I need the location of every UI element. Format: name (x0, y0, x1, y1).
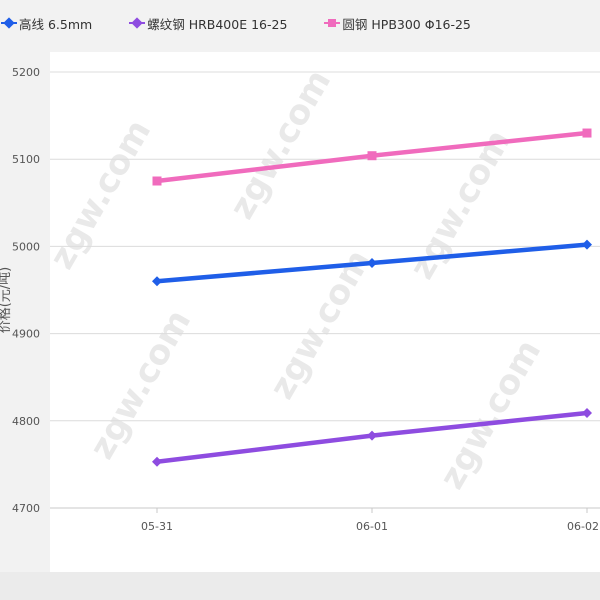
series-layer (152, 128, 592, 467)
y-axis-label: 价格(元/吨) (0, 267, 13, 334)
watermark-text: zgw.com (432, 333, 549, 496)
legend: 高线 6.5mm 螺纹钢 HRB400E 16-25 圆钢 HPB300 Φ16… (1, 12, 511, 34)
data-point[interactable] (582, 128, 592, 138)
watermark-text: zgw.com (82, 303, 199, 466)
y-tick-label: 5200 (12, 66, 40, 79)
series-1 (152, 407, 592, 467)
data-point[interactable] (367, 151, 377, 161)
data-point[interactable] (367, 257, 377, 268)
series-0 (152, 239, 592, 287)
data-point[interactable] (152, 176, 162, 186)
watermark-text: zgw.com (42, 113, 159, 276)
y-tick-label: 5100 (12, 153, 40, 166)
data-point[interactable] (152, 276, 162, 287)
legend-item-1[interactable]: 螺纹钢 HRB400E 16-25 (129, 14, 288, 33)
data-point[interactable] (582, 407, 592, 418)
x-tick-label: 06-02 (567, 520, 599, 533)
x-tick-label: 06-01 (356, 520, 388, 533)
watermark-text: zgw.com (222, 63, 339, 226)
legend-item-0[interactable]: 高线 6.5mm (1, 14, 93, 33)
series-2 (152, 128, 592, 186)
plot-area (50, 52, 600, 572)
y-tick-label: 5000 (12, 240, 40, 253)
legend-marker-icon (129, 18, 146, 28)
y-tick-label: 4700 (12, 502, 40, 515)
data-point[interactable] (367, 430, 377, 441)
data-point[interactable] (152, 456, 162, 467)
footer-strip (0, 572, 600, 600)
x-axis: 05-31 06-01 06-02 (50, 507, 600, 533)
legend-marker-icon (324, 18, 341, 28)
legend-label: 螺纹钢 HRB400E 16-25 (147, 16, 288, 32)
legend-marker-icon (1, 18, 17, 28)
legend-item-2[interactable]: 圆钢 HPB300 Φ16-25 (324, 14, 471, 33)
legend-label: 圆钢 HPB300 Φ16-25 (342, 16, 471, 32)
data-point[interactable] (582, 239, 592, 250)
y-axis: 4700 4800 4900 5000 5100 5200 (12, 66, 40, 515)
y-tick-label: 4800 (12, 415, 40, 428)
legend-label: 高线 6.5mm (19, 16, 93, 32)
x-tick-label: 05-31 (141, 520, 173, 533)
y-tick-label: 4900 (12, 328, 40, 341)
